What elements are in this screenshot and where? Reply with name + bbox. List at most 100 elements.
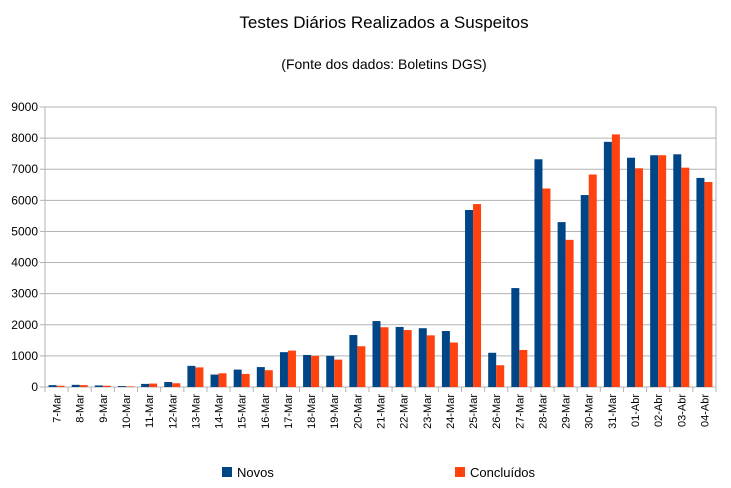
bar-conclu-dos-28-mar [542,188,551,387]
bar-conclu-dos-22-mar [403,330,412,387]
x-tick-label: 19-Mar [329,394,341,429]
bar-novos-15-mar [233,369,242,387]
bar-novos-02-abr [650,155,659,387]
x-tick-label: 7-Mar [52,394,64,423]
y-tick-label: 4000 [11,256,38,270]
legend-swatch [222,467,232,477]
x-tick-label: 22-Mar [399,394,411,429]
bar-conclu-dos-25-mar [473,204,482,387]
bar-novos-23-mar [418,328,427,387]
legend: Novos Concluídos [222,465,536,480]
bar-conclu-dos-18-mar [311,355,320,387]
bar-conclu-dos-01-abr [635,168,644,387]
bar-novos-04-abr [696,177,705,387]
bar-conclu-dos-13-mar [195,367,204,387]
x-tick-label: 9-Mar [98,394,110,423]
bar-novos-31-mar [603,141,612,387]
y-tick-label: 1000 [11,349,38,363]
bar-conclu-dos-8-mar [79,385,88,387]
bar-conclu-dos-20-mar [357,346,366,387]
bar-conclu-dos-30-mar [588,174,597,387]
bar-novos-22-mar [395,326,404,387]
bar-conclu-dos-10-mar [125,386,134,387]
x-tick-label: 15-Mar [237,394,249,429]
x-tick-label: 14-Mar [214,394,226,429]
x-tick-label: 10-Mar [121,394,133,429]
chart-title: Testes Diários Realizados a Suspeitos [239,13,528,32]
bar-novos-21-mar [372,321,381,387]
bar-conclu-dos-31-mar [611,134,620,387]
bar-novos-14-mar [210,374,219,387]
bar-conclu-dos-19-mar [334,359,343,387]
bar-conclu-dos-14-mar [218,373,227,387]
bar-novos-10-mar [117,386,126,387]
chart-subtitle: (Fonte dos dados: Boletins DGS) [281,56,486,72]
x-tick-label: 26-Mar [491,394,503,429]
bar-conclu-dos-11-mar [149,383,158,387]
bar-novos-25-mar [465,209,474,387]
x-tick-label: 04-Abr [699,394,711,427]
x-tick-label: 01-Abr [630,394,642,427]
legend-label: Concluídos [470,465,536,480]
bar-conclu-dos-02-abr [658,155,667,387]
bar-conclu-dos-03-abr [681,167,690,387]
bar-novos-8-mar [71,384,80,387]
x-tick-label: 30-Mar [584,394,596,429]
y-tick-label: 9000 [11,100,38,114]
bar-novos-11-mar [141,383,150,387]
bar-conclu-dos-17-mar [287,350,296,387]
bar-novos-27-mar [511,288,520,387]
bar-novos-30-mar [580,195,589,387]
bar-novos-16-mar [256,367,265,387]
y-tick-label: 2000 [11,318,38,332]
bar-novos-17-mar [279,352,288,387]
y-axis-ticks: 0 1000 2000 3000 4000 5000 6000 7000 8000 9000 [11,100,38,394]
x-tick-label: 25-Mar [468,394,480,429]
x-tick-label: 03-Abr [676,394,688,427]
legend-swatch [455,467,465,477]
y-tick-label: 7000 [11,162,38,176]
bar-novos-9-mar [94,385,103,387]
bar-novos-03-abr [673,154,682,387]
bar-conclu-dos-23-mar [426,335,435,387]
x-tick-label: 11-Mar [144,394,156,428]
bars [48,134,713,387]
y-tick-label: 3000 [11,287,38,301]
bar-conclu-dos-24-mar [449,342,458,387]
bar-conclu-dos-21-mar [380,327,389,387]
x-tick-label: 31-Mar [607,394,619,429]
x-axis-ticks: 7-Mar 8-Mar 9-Mar 10-Mar 11-Mar 12-Mar 13-Mar 1… [52,394,712,429]
x-tick-label: 16-Mar [260,394,272,429]
x-tick-label: 23-Mar [422,394,434,429]
x-tick-label: 8-Mar [75,394,87,423]
bar-conclu-dos-26-mar [496,365,505,387]
bar-novos-26-mar [488,352,497,387]
bar-novos-20-mar [349,335,358,387]
bar-novos-28-mar [534,159,543,387]
x-tick-label: 13-Mar [190,394,202,429]
bar-conclu-dos-04-abr [704,181,713,387]
x-tick-label: 12-Mar [167,394,179,429]
bar-conclu-dos-7-mar [56,385,65,387]
x-tick-label: 20-Mar [352,394,364,429]
x-tick-label: 18-Mar [306,394,318,429]
x-tick-label: 28-Mar [537,394,549,429]
bar-conclu-dos-12-mar [172,383,181,387]
x-tick-label: 17-Mar [283,394,295,429]
x-tick-label: 27-Mar [514,394,526,429]
bar-novos-12-mar [164,382,173,387]
y-tick-label: 0 [31,380,38,394]
bar-novos-13-mar [187,365,196,387]
bar-conclu-dos-29-mar [565,239,574,387]
bar-conclu-dos-16-mar [264,370,273,387]
x-tick-label: 21-Mar [376,394,388,429]
y-tick-label: 5000 [11,224,38,238]
bar-conclu-dos-15-mar [241,373,250,387]
bar-novos-24-mar [441,331,450,387]
x-tick-label: 29-Mar [561,394,573,429]
bar-novos-29-mar [557,222,566,387]
bar-conclu-dos-9-mar [102,385,111,387]
y-tick-label: 8000 [11,131,38,145]
x-tick-label: 02-Abr [653,394,665,427]
